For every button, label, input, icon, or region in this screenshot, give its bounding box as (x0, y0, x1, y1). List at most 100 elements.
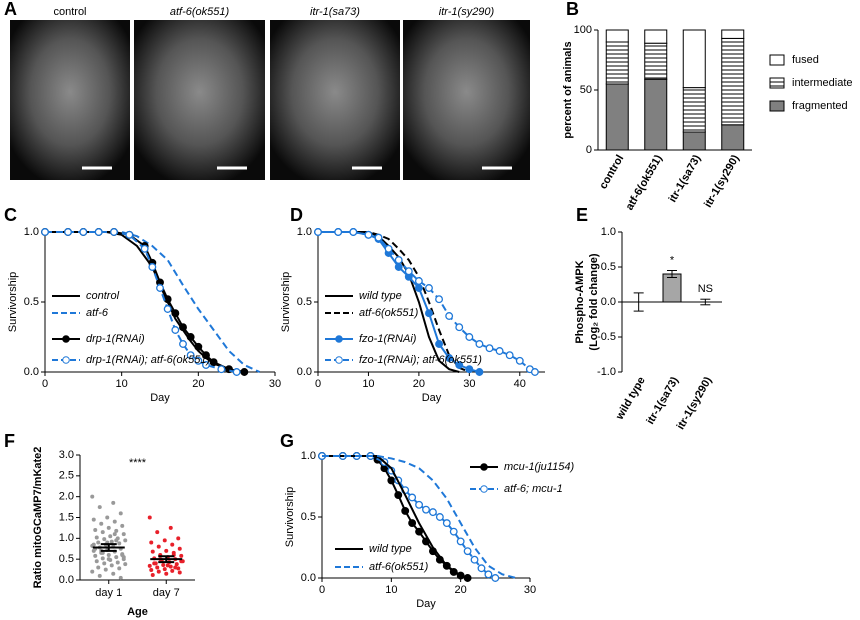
bar-segment (721, 37, 745, 126)
data-point (90, 569, 95, 574)
data-point (156, 569, 161, 574)
data-point (164, 548, 169, 553)
data-point (414, 284, 423, 292)
y-tick-label: 0.0 (59, 574, 74, 586)
data-point (505, 351, 514, 360)
data-point (232, 368, 241, 376)
x-tick-label: 0 (319, 584, 325, 596)
y-tick-label: 3.0 (59, 449, 74, 461)
data-point (179, 340, 187, 348)
data-point (401, 506, 410, 515)
significance-label: * (670, 254, 675, 266)
y-tick-label: 0.0 (601, 296, 616, 308)
data-point (176, 536, 181, 541)
data-point (100, 556, 105, 561)
data-point (415, 527, 424, 536)
data-point (102, 537, 107, 542)
data-point (415, 500, 424, 509)
data-point (121, 532, 126, 537)
legend-swatch (769, 54, 785, 66)
data-point (240, 368, 249, 376)
y-axis-label: Phospho-AMPK (574, 260, 586, 343)
data-point (442, 519, 451, 528)
x-axis-label: Day (150, 392, 170, 404)
data-point (174, 562, 179, 567)
legend-label: fzo-1(RNAi); atf-6(ok551) (359, 354, 482, 366)
data-point (349, 228, 358, 236)
data-point (117, 541, 122, 546)
data-point (408, 493, 417, 502)
data-point (334, 228, 343, 236)
legend-label: atf-6(ok551) (359, 307, 419, 319)
data-point (477, 564, 486, 573)
data-point (465, 365, 474, 374)
data-point (484, 570, 493, 579)
image-label: itr-1(sa73) (310, 6, 360, 18)
data-point (491, 574, 500, 582)
panel-letter: E (576, 205, 588, 225)
data-point (112, 519, 117, 524)
data-point (209, 358, 218, 367)
data-point (148, 263, 157, 271)
data-point (163, 305, 172, 313)
bar-segment (682, 29, 706, 89)
data-point (109, 563, 114, 568)
x-tick-label: 20 (192, 378, 204, 390)
data-point (314, 228, 322, 236)
x-tick-label: itr-1(sa73) (667, 153, 704, 205)
data-point (111, 571, 116, 576)
legend-marker (62, 356, 70, 364)
legend-label: wild type (369, 543, 412, 555)
survival-curve (322, 455, 468, 579)
legend-marker (480, 485, 488, 493)
data-point (90, 494, 95, 499)
data-point (164, 571, 169, 576)
data-point (428, 508, 437, 517)
data-point (470, 555, 479, 564)
data-point (173, 565, 178, 570)
x-tick-label: day 7 (153, 587, 180, 599)
data-point (115, 560, 120, 565)
data-point (435, 513, 444, 521)
data-point (179, 553, 184, 558)
bar-segment (682, 87, 706, 133)
data-point (91, 517, 96, 522)
data-point (123, 538, 128, 543)
data-point (147, 515, 152, 520)
data-point (91, 542, 96, 547)
x-tick-label: 10 (116, 378, 128, 390)
data-point (114, 538, 119, 543)
data-point (475, 340, 484, 348)
data-point (94, 559, 99, 564)
legend-label: intermediate (792, 77, 853, 89)
y-tick-label: 0.5 (601, 261, 616, 273)
data-point (103, 567, 108, 572)
y-tick-label: -0.5 (597, 331, 616, 343)
x-tick-label: 30 (269, 378, 281, 390)
legend-label: drp-1(RNAi) (86, 333, 145, 345)
x-tick-label: 20 (413, 378, 425, 390)
data-point (435, 295, 444, 304)
data-point (202, 351, 210, 360)
y-axis-label: (Log₂ fold change) (588, 253, 600, 350)
data-point (194, 356, 203, 365)
panel-letter: B (566, 0, 579, 19)
bar-segment (605, 29, 629, 43)
legend-label: atf-6; mcu-1 (504, 483, 563, 495)
y-axis-label: Survivorship (280, 272, 292, 333)
legend-label: atf-6 (86, 307, 109, 319)
data-point (515, 356, 524, 365)
y-tick-label: 50 (580, 84, 592, 96)
y-tick-label: 0.5 (24, 296, 39, 308)
y-tick-label: 1.0 (24, 226, 39, 238)
data-point (162, 567, 167, 572)
data-point (170, 542, 175, 547)
data-point (475, 368, 484, 376)
bar-segment (682, 131, 706, 151)
significance-label: NS (698, 283, 713, 295)
panel-letter: C (4, 205, 17, 225)
legend-label: drp-1(RNAi); atf-6(ok551) (86, 354, 210, 366)
data-point (202, 361, 210, 369)
data-point (111, 500, 116, 505)
